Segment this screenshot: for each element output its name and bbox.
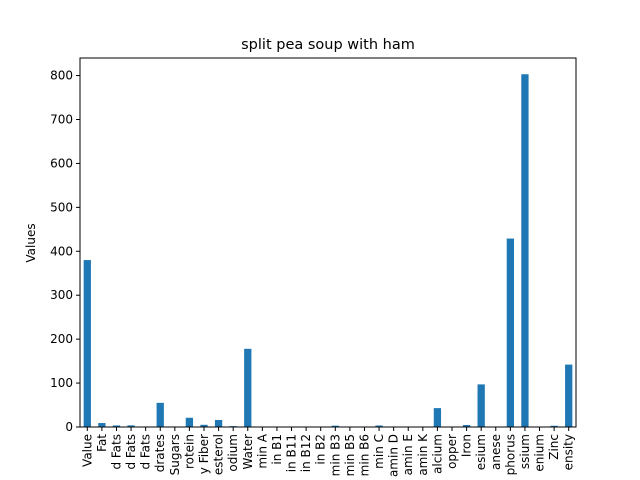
- bar: [433, 408, 442, 427]
- bar: [244, 348, 252, 427]
- y-tick-label: 700: [50, 113, 73, 127]
- bar: [98, 423, 106, 427]
- plot-frame: [79, 57, 577, 428]
- x-tick-label: Zinc: [547, 434, 561, 460]
- x-tick-label: drates: [153, 434, 167, 472]
- x-tick-label: rotein: [182, 434, 196, 469]
- x-tick-label: Value: [80, 434, 94, 467]
- x-tick-label: min B5: [343, 434, 357, 476]
- x-tick-label: amin D: [387, 434, 401, 477]
- x-tick-label: in B1: [270, 434, 284, 465]
- chart-title: split pea soup with ham: [241, 37, 415, 53]
- y-tick-label: 600: [50, 156, 73, 170]
- x-tick-label: d Fats: [109, 434, 123, 470]
- x-tick-label: Fat: [95, 434, 109, 452]
- bar: [477, 384, 485, 427]
- x-tick-label: y Fiber: [197, 434, 211, 474]
- bar: [112, 425, 121, 427]
- bar: [214, 419, 223, 427]
- bar: [200, 424, 208, 427]
- bar: [331, 425, 339, 427]
- bar: [521, 74, 529, 427]
- x-tick-label: enium: [533, 434, 547, 472]
- x-tick-label: Sugars: [168, 434, 182, 475]
- bar: [462, 425, 471, 427]
- x-tick-label: min A: [255, 433, 269, 468]
- x-axis: Value Fat d Fats d Fats d Fats drates Sugars ro…: [80, 427, 576, 477]
- x-tick-label: ensity: [562, 434, 576, 470]
- x-tick-label: min B6: [357, 434, 371, 476]
- y-tick-label: 800: [50, 69, 73, 83]
- bar: [506, 238, 514, 427]
- y-tick-label: 500: [50, 200, 73, 214]
- x-tick-label: esium: [474, 434, 488, 470]
- y-tick-label: 400: [50, 244, 73, 258]
- bar: [127, 425, 135, 427]
- x-tick-label: d Fats: [139, 434, 153, 470]
- y-axis: 0 100 200 300 400 500 600 700 800: [50, 69, 80, 434]
- x-tick-label: in B11: [285, 434, 299, 472]
- x-tick-label: d Fats: [124, 434, 138, 470]
- y-tick-label: 100: [50, 376, 73, 390]
- bar: [156, 402, 164, 427]
- x-tick-label: amin E: [401, 434, 415, 475]
- bar: [83, 260, 91, 427]
- x-tick-label: ssium: [518, 434, 532, 469]
- y-tick-label: 200: [50, 332, 73, 346]
- x-tick-label: opper: [445, 434, 459, 469]
- x-tick-label: Water: [241, 434, 255, 470]
- y-tick-label: 0: [65, 420, 73, 434]
- x-tick-label: anese: [489, 434, 503, 470]
- y-tick-label: 300: [50, 288, 73, 302]
- bar: [550, 425, 558, 427]
- bar: [565, 364, 573, 427]
- x-tick-label: phorus: [503, 434, 517, 475]
- bars-group: [83, 74, 573, 427]
- x-tick-label: amin K: [416, 433, 430, 476]
- x-tick-label: in B2: [314, 434, 328, 465]
- x-tick-label: odium: [226, 434, 240, 472]
- x-tick-label: min B3: [328, 434, 342, 476]
- y-axis-label: Values: [24, 223, 38, 262]
- x-tick-label: in B12: [299, 434, 313, 472]
- x-tick-label: Iron: [460, 434, 474, 457]
- bar: [185, 417, 194, 427]
- x-tick-label: esterol: [212, 434, 226, 475]
- bar: [375, 425, 383, 427]
- x-tick-label: alcium: [430, 434, 444, 474]
- x-tick-label: min C: [372, 434, 386, 469]
